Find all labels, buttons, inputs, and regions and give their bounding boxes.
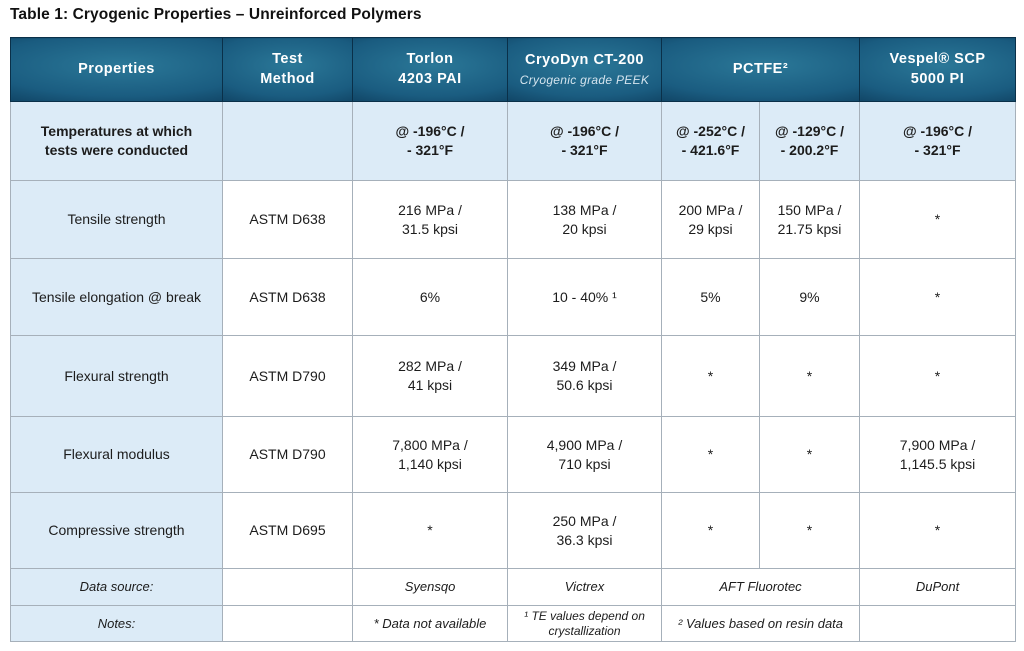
vespel-value: * [859,180,1017,259]
property-label: Compressive strength [10,492,223,569]
cryodyn-value: 250 MPa / 36.3 kpsi [507,492,662,569]
col-header-properties: Properties [10,37,223,102]
notes-cryodyn: ¹ TE values depend on crystallization [507,605,662,642]
torlon-value: 216 MPa / 31.5 kpsi [352,180,508,259]
notes-label: Notes: [10,605,223,642]
test-method-value: ASTM D638 [222,180,353,259]
data-source-label: Data source: [10,568,223,606]
property-label: Tensile strength [10,180,223,259]
data-source-pctfe: AFT Fluorotec [660,568,861,606]
temperature-row: Temperatures at which tests were conduct… [10,101,1017,181]
cryodyn-value: 138 MPa / 20 kpsi [507,180,662,259]
property-label: Flexural strength [10,335,223,417]
pctfe-b-value: 150 MPa / 21.75 kpsi [758,180,861,259]
vespel-value: * [859,492,1017,569]
property-label: Tensile elongation @ break [10,258,223,336]
vespel-value: 7,900 MPa / 1,145.5 kpsi [859,416,1017,493]
temperature-row-label: Temperatures at which tests were conduct… [10,101,223,181]
pctfe-a-value: 5% [661,258,760,336]
notes-torlon: * Data not available [352,605,508,642]
notes-vespel [859,605,1017,642]
cryodyn-value: 349 MPa / 50.6 kpsi [507,335,662,417]
test-method-value: ASTM D695 [222,492,353,569]
temperature-cryodyn: @ -196°C / - 321°F [507,101,662,181]
pctfe-b-value: * [758,335,861,417]
test-method-value: ASTM D790 [222,335,353,417]
pctfe-a-value: * [661,492,760,569]
torlon-value: 282 MPa / 41 kpsi [352,335,508,417]
notes-row: Notes: * Data not available ¹ TE values … [10,605,1017,642]
pctfe-b-value: * [758,416,861,493]
data-source-test-method-cell [222,568,353,606]
cryodyn-value: 4,900 MPa / 710 kpsi [507,416,662,493]
test-method-value: ASTM D638 [222,258,353,336]
pctfe-b-value: * [758,492,861,569]
cryodyn-subtitle: Cryogenic grade PEEK [519,73,650,88]
temperature-torlon: @ -196°C / - 321°F [352,101,508,181]
col-header-pctfe: PCTFE² [660,37,861,102]
cryodyn-value: 10 - 40% ¹ [507,258,662,336]
col-header-test-method: Test Method [222,37,353,102]
temperature-vespel: @ -196°C / - 321°F [859,101,1017,181]
col-header-cryodyn: CryoDyn CT-200 Cryogenic grade PEEK [507,37,662,102]
col-header-vespel: Vespel® SCP 5000 PI [859,37,1017,102]
property-label: Flexural modulus [10,416,223,493]
col-header-torlon: Torlon 4203 PAI [352,37,508,102]
torlon-value: 6% [352,258,508,336]
table-row-compressive-strength: Compressive strength ASTM D695 * 250 MPa… [10,492,1017,569]
pctfe-b-value: 9% [758,258,861,336]
table-row-flexural-strength: Flexural strength ASTM D790 282 MPa / 41… [10,335,1017,417]
torlon-value: 7,800 MPa / 1,140 kpsi [352,416,508,493]
vespel-value: * [859,335,1017,417]
temperature-pctfe-b: @ -129°C / - 200.2°F [758,101,861,181]
pctfe-a-value: 200 MPa / 29 kpsi [661,180,760,259]
torlon-value: * [352,492,508,569]
table-row-tensile-elongation: Tensile elongation @ break ASTM D638 6% … [10,258,1017,336]
page-title: Table 1: Cryogenic Properties – Unreinfo… [10,6,422,23]
data-source-cryodyn: Victrex [507,568,662,606]
pctfe-a-value: * [661,416,760,493]
table-row-tensile-strength: Tensile strength ASTM D638 216 MPa / 31.… [10,180,1017,259]
data-source-torlon: Syensqo [352,568,508,606]
pctfe-a-value: * [661,335,760,417]
table-header-row: Properties Test Method Torlon 4203 PAI C… [10,37,1017,102]
notes-test-method-cell [222,605,353,642]
table-row-flexural-modulus: Flexural modulus ASTM D790 7,800 MPa / 1… [10,416,1017,493]
temperature-test-method-cell [222,101,353,181]
vespel-value: * [859,258,1017,336]
notes-pctfe: ² Values based on resin data [660,605,861,642]
test-method-value: ASTM D790 [222,416,353,493]
data-source-vespel: DuPont [859,568,1017,606]
data-source-row: Data source: Syensqo Victrex AFT Fluorot… [10,568,1017,606]
cryodyn-title: CryoDyn CT-200 [524,51,644,68]
temperature-pctfe-a: @ -252°C / - 421.6°F [661,101,760,181]
cryogenic-properties-table: Properties Test Method Torlon 4203 PAI C… [10,37,1017,642]
